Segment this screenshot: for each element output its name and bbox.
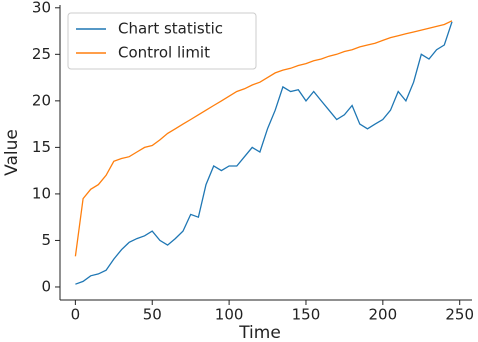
y-tick-label: 25 (32, 45, 51, 63)
y-tick-label: 10 (32, 184, 51, 202)
y-tick-label: 5 (41, 231, 51, 249)
y-tick-label: 15 (32, 138, 51, 156)
x-axis-label: Time (238, 323, 281, 342)
x-tick-label: 150 (292, 306, 321, 324)
x-tick-label: 50 (143, 306, 162, 324)
series-line (74, 20, 453, 257)
y-tick-label: 0 (41, 277, 51, 295)
series-line (75, 21, 453, 285)
legend-box (67, 12, 257, 70)
x-tick-label: 0 (71, 306, 81, 324)
legend-label: Chart statistic (118, 20, 223, 38)
y-axis-label: Value (2, 129, 22, 176)
y-tick-label: 30 (32, 0, 51, 16)
legend-label: Control limit (118, 44, 210, 62)
x-tick-label: 100 (215, 306, 244, 324)
x-tick-label: 250 (445, 306, 474, 324)
x-tick-label: 200 (369, 306, 398, 324)
y-tick-label: 20 (32, 91, 51, 109)
